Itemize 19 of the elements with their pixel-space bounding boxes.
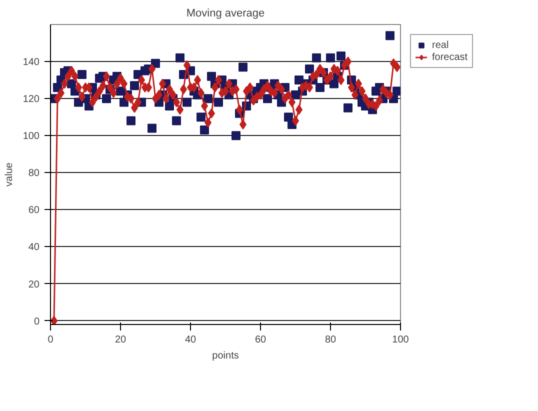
y-tick-label: 60 (28, 205, 40, 216)
x-tick-label: 0 (48, 334, 54, 346)
y-tick-label: 100 (22, 131, 40, 142)
legend-label: real (432, 40, 450, 50)
x-tick-label: 20 (114, 334, 126, 346)
x-tick-label: 60 (254, 334, 266, 346)
legend-label: forecast (432, 52, 468, 62)
y-axis-title: value (4, 162, 15, 186)
y-tick-label: 20 (28, 279, 40, 290)
y-tick-label: 120 (22, 94, 40, 106)
x-tick-label: 40 (184, 334, 196, 346)
y-tick-label: 0 (34, 316, 40, 328)
x-axis-title: points (212, 350, 239, 362)
y-tick-label: 140 (22, 57, 40, 68)
y-tick-label: 80 (28, 168, 40, 180)
x-tick-label: 80 (324, 334, 336, 346)
chart-title: Moving average (186, 8, 265, 20)
x-tick-label: 100 (392, 334, 410, 346)
y-tick-label: 40 (28, 242, 40, 254)
